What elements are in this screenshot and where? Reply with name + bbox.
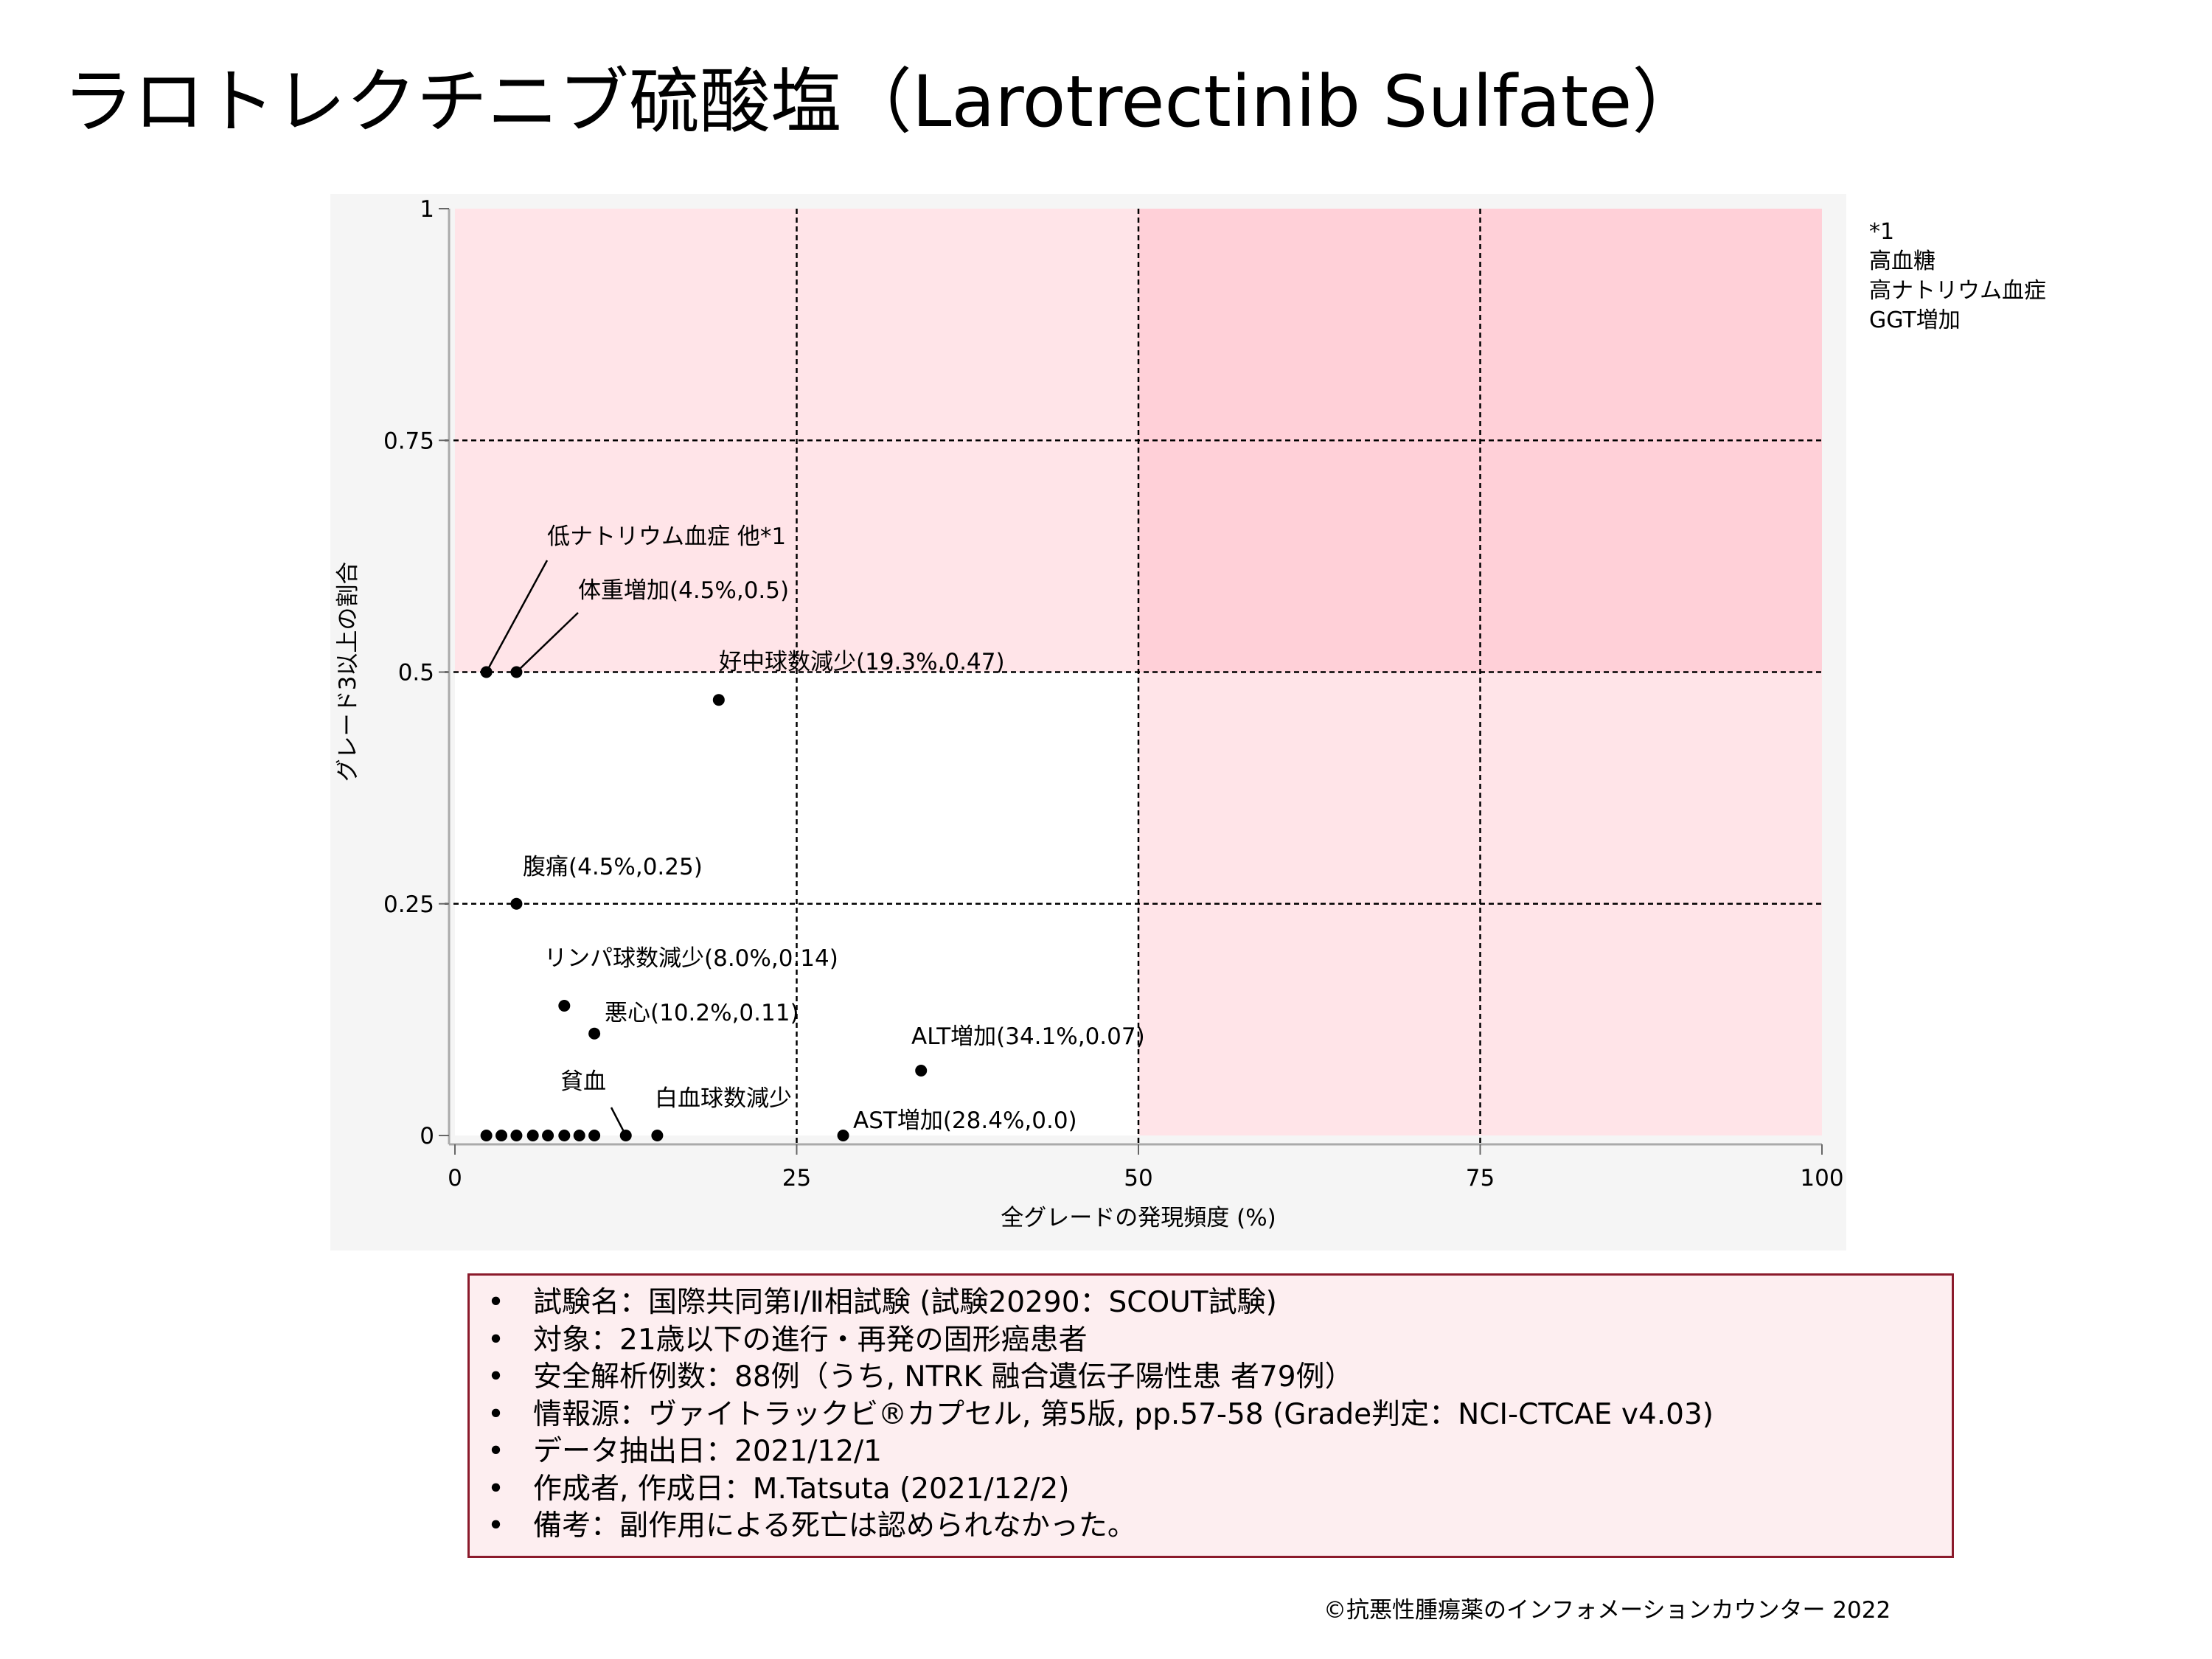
data-point (558, 1000, 571, 1012)
leader-line (515, 612, 579, 673)
bullet: • (487, 1286, 505, 1319)
info-text: 試験名：国際共同第Ⅰ/Ⅱ相試験 (試験20290：SCOUT試験) (533, 1286, 1277, 1319)
bullet: • (487, 1360, 505, 1394)
y-axis-label: グレード3以上の割合 (335, 562, 361, 782)
info-item: • 備考：副作用による死亡は認められなかった。 (487, 1508, 1952, 1545)
data-point (651, 1130, 664, 1141)
data-point (542, 1130, 554, 1141)
info-item: • 試験名：国際共同第Ⅰ/Ⅱ相試験 (試験20290：SCOUT試験) (487, 1284, 1952, 1322)
info-item: • 情報源：ヴァイトラックビ®カプセル, 第5版, pp.57-58 (Grade… (487, 1397, 1952, 1434)
footnote-line: GGT増加 (1869, 307, 1961, 333)
point-label: リンパ球数減少(8.0%,0.14) (544, 945, 838, 972)
x-tick-label: 50 (1124, 1165, 1152, 1192)
info-text: 情報源：ヴァイトラックビ®カプセル, 第5版, pp.57-58 (Grade判… (533, 1397, 1714, 1431)
info-item: • 安全解析例数：88例（うち, NTRK 融合遺伝子陽性患 者79例） (487, 1359, 1952, 1397)
data-point (510, 1130, 523, 1141)
info-item: • データ抽出日：2021/12/1 (487, 1433, 1952, 1471)
y-tick-label: 0.25 (383, 891, 434, 918)
footnote-line: 高ナトリウム血症 (1869, 278, 2046, 304)
point-label: AST増加(28.4%,0.0) (853, 1107, 1077, 1134)
info-text: 対象：21歳以下の進行・再発の固形癌患者 (533, 1323, 1088, 1357)
bullet: • (487, 1472, 505, 1506)
study-info-box: • 試験名：国際共同第Ⅰ/Ⅱ相試験 (試験20290：SCOUT試験) • 対象：2… (467, 1273, 1954, 1558)
data-point (915, 1065, 928, 1077)
info-text: データ抽出日：2021/12/1 (533, 1435, 882, 1468)
x-tick-label: 0 (448, 1165, 462, 1192)
point-label: 低ナトリウム血症 他*1 (547, 524, 786, 550)
bullet: • (487, 1323, 505, 1357)
footnote-line: 高血糖 (1869, 248, 1935, 274)
leader-line (485, 560, 549, 673)
x-axis-label: 全グレードの発現頻度 (%) (1001, 1205, 1276, 1231)
data-point (495, 1130, 508, 1141)
data-point (526, 1130, 539, 1141)
data-point (480, 1130, 493, 1141)
x-tick-label: 25 (782, 1165, 811, 1192)
data-point (837, 1130, 849, 1141)
data-point (573, 1130, 585, 1141)
data-point (619, 1130, 632, 1141)
point-label: ALT増加(34.1%,0.07) (911, 1023, 1145, 1050)
data-point (712, 694, 725, 706)
y-tick-label: 1 (420, 196, 434, 223)
data-point (480, 666, 493, 678)
y-tick-label: 0.5 (398, 660, 434, 686)
bullet: • (487, 1397, 505, 1431)
data-point (588, 1130, 601, 1141)
info-item: • 作成者, 作成日：M.Tatsuta (2021/12/2) (487, 1471, 1952, 1509)
bullet: • (487, 1509, 505, 1543)
y-tick-label: 0 (420, 1123, 434, 1150)
point-label: 好中球数減少(19.3%,0.47) (719, 649, 1005, 675)
point-label: 悪心(10.2%,0.11) (605, 1000, 799, 1026)
info-text: 備考：副作用による死亡は認められなかった。 (533, 1509, 1136, 1543)
point-label: 腹痛(4.5%,0.25) (523, 854, 703, 880)
info-item: • 対象：21歳以下の進行・再発の固形癌患者 (487, 1322, 1952, 1360)
x-tick-label: 75 (1466, 1165, 1495, 1192)
data-point (588, 1027, 601, 1040)
point-label: 体重増加(4.5%,0.5) (578, 577, 789, 604)
info-text: 安全解析例数：88例（うち, NTRK 融合遺伝子陽性患 者79例） (533, 1360, 1354, 1394)
point-label: 貧血 (560, 1068, 606, 1095)
page-title: ラロトレクチニブ硫酸塩（Larotrectinib Sulfate） (63, 60, 1703, 143)
data-point (510, 666, 523, 678)
y-tick-label: 0.75 (383, 428, 434, 454)
data-point (510, 897, 523, 910)
info-text: 作成者, 作成日：M.Tatsuta (2021/12/2) (533, 1472, 1070, 1506)
x-tick-label: 100 (1800, 1165, 1843, 1192)
data-point (558, 1130, 571, 1141)
copyright: ©抗悪性腫瘍薬のインフォメーションカウンター 2022 (1324, 1597, 1891, 1624)
point-label: 白血球数減少 (655, 1085, 792, 1112)
footnote-line: *1 (1869, 219, 1895, 245)
footnote: *1 高血糖 高ナトリウム血症 GGT増加 (1869, 218, 2046, 335)
bullet: • (487, 1435, 505, 1468)
